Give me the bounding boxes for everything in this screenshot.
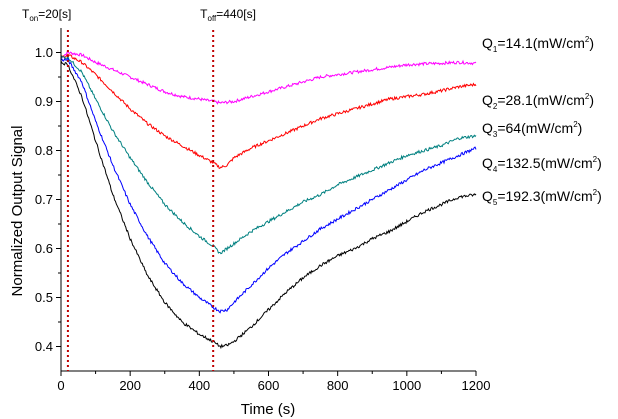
x-axis-title: Time (s) — [241, 401, 295, 418]
x-tick-label: 1200 — [462, 378, 491, 393]
y-tick-label: 1.0 — [35, 45, 53, 60]
axes: 0 200 400 600 800 1000 1200 0.4 0.5 0.6 0.7 0.8 0.9 1… — [35, 28, 491, 393]
y-tick-label: 0.8 — [35, 143, 53, 158]
marker-label-off: Toff=440[s] — [200, 7, 256, 23]
series-line-2 — [60, 53, 477, 170]
series-line-1 — [60, 51, 477, 105]
series-label-4: Q4=132.5(mW/cm2) — [482, 155, 602, 174]
plot-area — [60, 51, 477, 350]
x-tick-label: 0 — [57, 378, 64, 393]
series-label-3: Q3=64(mW/cm2) — [482, 120, 582, 139]
series-labels: Q1=14.1(mW/cm2) Q2=28.1(mW/cm2) Q3=64(mW/c… — [482, 35, 602, 207]
series-label-2: Q2=28.1(mW/cm2) — [482, 92, 594, 111]
series-line-4 — [60, 57, 477, 314]
x-tick-label: 600 — [258, 378, 280, 393]
y-tick-label: 0.5 — [35, 290, 53, 305]
series-label-1: Q1=14.1(mW/cm2) — [482, 35, 594, 54]
y-tick-label: 0.9 — [35, 94, 53, 109]
y-tick-label: 0.4 — [35, 339, 53, 354]
x-tick-label: 1000 — [392, 378, 421, 393]
y-axis-title: Normalized Output Signal — [9, 126, 26, 297]
marker-label-on: Ton=20[s] — [22, 7, 71, 23]
x-tick-label: 800 — [327, 378, 349, 393]
series-line-5 — [60, 60, 477, 350]
y-tick-label: 0.7 — [35, 192, 53, 207]
series-line-3 — [60, 55, 477, 255]
y-tick-label: 0.6 — [35, 241, 53, 256]
time-markers: Ton=20[s] Toff=440[s] — [22, 7, 256, 371]
x-tick-label: 200 — [119, 378, 141, 393]
x-tick-label: 400 — [188, 378, 210, 393]
series-label-5: Q5=192.3(mW/cm2) — [482, 188, 602, 207]
